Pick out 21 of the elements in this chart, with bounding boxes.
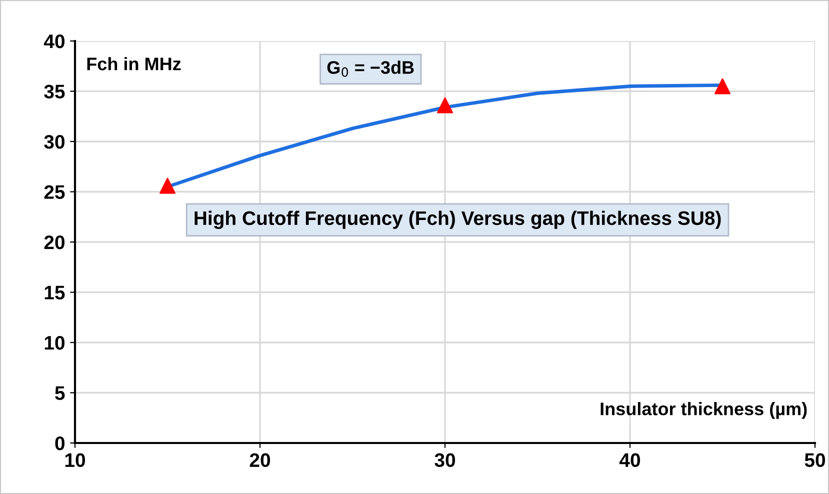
y-tick-label: 25	[44, 185, 65, 199]
y-axis-title: Fch in MHz	[87, 57, 181, 70]
x-tick-label: 50	[804, 453, 826, 468]
x-tick-label: 40	[619, 453, 640, 468]
y-tick-label: 15	[44, 286, 65, 300]
x-tick-label: 30	[434, 453, 456, 468]
point	[160, 178, 176, 194]
y-tick-label: 0	[55, 436, 64, 450]
x-tick-label: 10	[65, 453, 86, 468]
y-tick-label: 5	[55, 386, 65, 400]
annotation: G$_{0}$ = −3dB	[327, 60, 414, 77]
y-tick-label: 35	[44, 84, 65, 99]
y-tick-label: 30	[44, 134, 64, 149]
x-axis-title: Insulator thickness (µm)	[600, 402, 807, 419]
x-tick-label: 20	[250, 453, 270, 468]
point	[437, 97, 453, 114]
y-tick-label: 20	[44, 235, 64, 250]
text: High Cutoff Frequency (Fch) Versus gap (Thickness SU8)	[194, 210, 721, 229]
point	[714, 78, 730, 94]
y-tick-label: 40	[44, 34, 64, 48]
y-tick-label: 10	[44, 336, 64, 350]
